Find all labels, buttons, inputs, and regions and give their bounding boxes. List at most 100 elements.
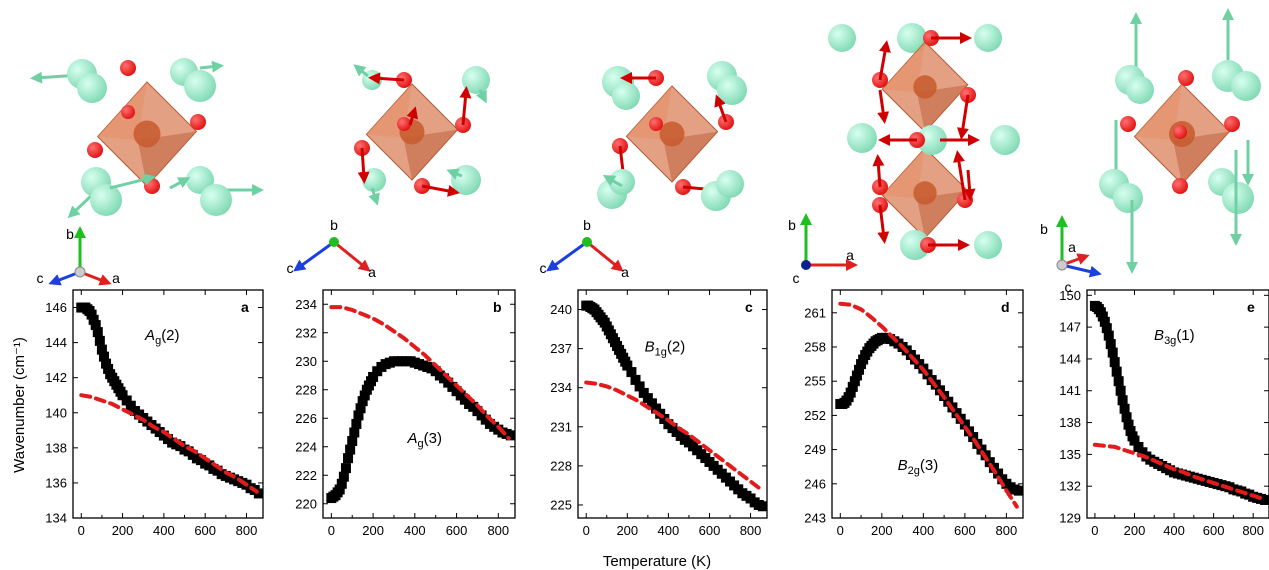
- cation-atom: [362, 168, 386, 192]
- x-tick-label: 200: [1124, 523, 1146, 538]
- triad-label: c: [37, 270, 44, 286]
- y-tick-label: 220: [295, 496, 317, 511]
- y-tick-label: 252: [804, 408, 826, 423]
- data-point: [1113, 376, 1124, 387]
- panel-d: 0 200 400 600 800 243 246 249 252 255 258 261 d B2g(3…: [804, 289, 1024, 538]
- x-tick-label: 600: [446, 523, 468, 538]
- structure-b: [353, 64, 490, 206]
- data-point: [351, 418, 362, 429]
- data-point: [968, 432, 979, 443]
- y-tick-label: 232: [295, 325, 317, 340]
- data-point: [1103, 330, 1114, 341]
- data-point: [96, 344, 107, 355]
- mode-label: B3g(1): [1154, 327, 1195, 347]
- displacement-arrow: [368, 187, 380, 206]
- data-point: [368, 371, 379, 382]
- cation-atom: [974, 24, 1002, 52]
- displacement-arrow: [877, 204, 890, 244]
- triad-c: c a b: [540, 217, 630, 280]
- data-point: [1101, 323, 1112, 334]
- fit-line: [1092, 442, 1266, 501]
- y-tick-label: 147: [1059, 320, 1081, 335]
- displacement-arrow: [67, 193, 94, 219]
- displacement-arrow: [475, 89, 487, 104]
- data-point: [121, 395, 132, 406]
- triad-label: a: [846, 247, 854, 263]
- displacement-arrow: [109, 173, 156, 190]
- data-point: [622, 360, 633, 371]
- x-tick-label: 400: [404, 523, 426, 538]
- panel-letter: c: [745, 299, 753, 315]
- cation-atom: [1126, 76, 1154, 104]
- data-point: [1111, 366, 1122, 377]
- triad-arm: [586, 240, 624, 272]
- triad-label: a: [368, 264, 376, 280]
- triad-arm: [293, 240, 335, 272]
- data-point: [1117, 395, 1128, 406]
- data-point: [103, 363, 114, 374]
- displacement-arrow: [878, 40, 891, 81]
- data-point: [626, 367, 637, 378]
- y-tick-label: 141: [1059, 383, 1081, 398]
- cation-atom: [200, 184, 232, 216]
- panel-letter: d: [1001, 299, 1010, 315]
- data-point: [1099, 316, 1110, 327]
- x-tick-label: 600: [194, 523, 216, 538]
- fit-line: [584, 380, 763, 492]
- structure-a: [30, 58, 264, 219]
- y-tick-label: 150: [1059, 288, 1081, 303]
- oxygen-atom: [87, 142, 103, 158]
- cation-atom: [847, 123, 877, 153]
- data-layer: [1089, 300, 1269, 505]
- oxygen-atom: [121, 105, 135, 119]
- y-tick-label: 237: [550, 341, 572, 356]
- cation-atom: [462, 66, 490, 94]
- panel-a: 0 200 400 600 800 134 136 138 140 142 144 146 a Ag(2): [45, 289, 264, 538]
- cation-atom: [974, 231, 1002, 259]
- data-point: [92, 327, 103, 338]
- y-tick-label: 136: [45, 475, 67, 490]
- data-point: [1105, 339, 1116, 350]
- structure-e: [1099, 7, 1261, 274]
- mode-label: B2g(3): [898, 457, 939, 477]
- y-tick-label: 230: [295, 354, 317, 369]
- x-tick-label: 400: [1163, 523, 1185, 538]
- data-point: [334, 484, 345, 495]
- data-point: [90, 320, 101, 331]
- y-tick-label: 140: [45, 405, 67, 420]
- y-tick-label: 134: [45, 511, 67, 526]
- panel-letter: a: [241, 299, 249, 315]
- panel-frame: [322, 289, 516, 519]
- data-point: [984, 457, 995, 468]
- displacement-arrow: [714, 94, 728, 123]
- cation-atom: [90, 184, 122, 216]
- triad-origin: [329, 237, 339, 247]
- x-tick-label: 800: [236, 523, 258, 538]
- triad-label: a: [1068, 239, 1076, 255]
- triad-label: c: [1065, 279, 1072, 295]
- y-tick-label: 255: [804, 374, 826, 389]
- data-point: [849, 376, 860, 387]
- y-tick-label: 261: [804, 305, 826, 320]
- y-tick-label: 224: [295, 439, 317, 454]
- triad-label: b: [788, 217, 796, 233]
- data-point: [98, 351, 109, 362]
- triad-origin: [1056, 259, 1068, 271]
- oxygen-atom: [1172, 178, 1188, 194]
- cation-atom: [828, 24, 856, 52]
- data-point: [646, 398, 657, 409]
- triad-label: c: [287, 260, 294, 276]
- x-axis-label: Temperature (K): [603, 553, 711, 570]
- y-tick-label: 222: [295, 468, 317, 483]
- cation-atom: [900, 230, 930, 260]
- cation-atom: [716, 170, 744, 198]
- y-tick-label: 234: [550, 380, 572, 395]
- data-point: [1133, 441, 1144, 452]
- panel-b: 0 200 400 600 800 220 222 224 226 228 230 232 234 b Ag…: [295, 289, 516, 538]
- octahedron-face: [882, 148, 925, 199]
- data-point: [1107, 347, 1118, 358]
- data-point: [1119, 403, 1130, 414]
- data-point: [630, 374, 641, 385]
- x-tick-label: 200: [112, 523, 134, 538]
- data-point: [117, 390, 128, 401]
